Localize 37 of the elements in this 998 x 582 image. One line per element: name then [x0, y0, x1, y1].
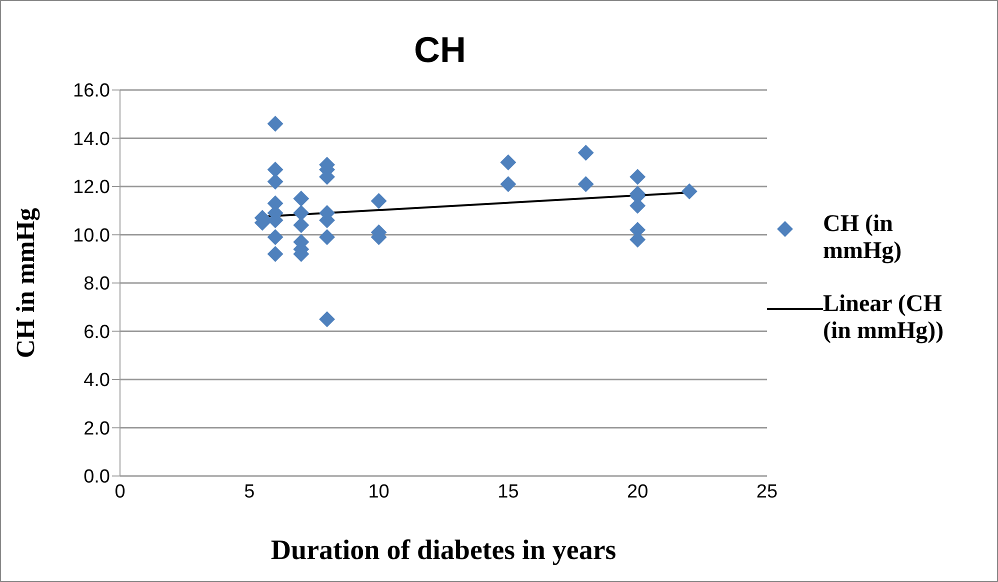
- x-tick-label: 25: [756, 481, 778, 502]
- point: [578, 176, 594, 192]
- point: [293, 190, 310, 207]
- point: [319, 229, 336, 246]
- x-axis-title: Duration of diabetes in years: [270, 535, 616, 566]
- point: [293, 205, 310, 222]
- y-tick-label: 2.0: [84, 418, 110, 440]
- y-tick-label: 6.0: [84, 322, 110, 343]
- point: [267, 116, 284, 132]
- point: [630, 168, 646, 185]
- y-tick-label: 4.0: [84, 370, 110, 392]
- legend-label: CH (in mmHg): [823, 211, 903, 265]
- point: [578, 144, 594, 161]
- x-tick-label: 5: [244, 481, 255, 502]
- point: [267, 229, 284, 246]
- y-tick-label: 16.0: [73, 80, 110, 102]
- point: [293, 217, 310, 234]
- point: [370, 192, 387, 209]
- y-tick-label: 10.0: [73, 225, 110, 246]
- point: [267, 246, 284, 262]
- chart-title: CH: [413, 29, 467, 71]
- y-tick-label: 0.0: [84, 466, 110, 488]
- y-tick-label: 14.0: [73, 128, 110, 150]
- legend-label: Linear (CH (in mmHg)): [823, 291, 945, 345]
- point: [319, 311, 336, 328]
- y-tick-label: 8.0: [84, 274, 110, 295]
- x-tick-label: 15: [498, 481, 519, 502]
- point: [681, 183, 698, 200]
- point: [500, 154, 516, 170]
- y-axis-title: CH in mmHg: [11, 208, 40, 358]
- point: [267, 174, 284, 190]
- point: [267, 162, 284, 178]
- x-tick-label: 0: [114, 481, 126, 502]
- x-tick-label: 10: [368, 481, 390, 502]
- point: [500, 176, 516, 192]
- y-tick-label: 12.0: [73, 177, 110, 198]
- x-tick-label: 20: [627, 481, 648, 502]
